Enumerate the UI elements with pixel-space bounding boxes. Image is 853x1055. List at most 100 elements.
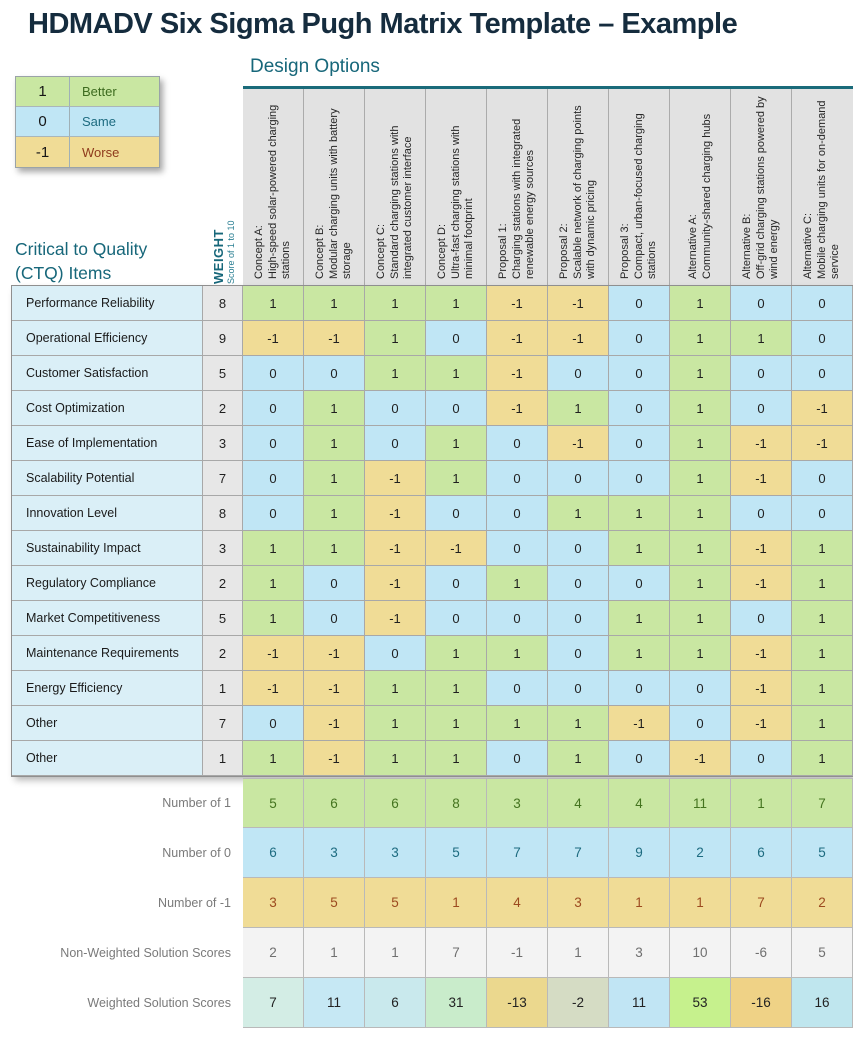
ctq-label-cell[interactable]: Scalability Potential bbox=[12, 461, 203, 496]
matrix-cell[interactable]: -1 bbox=[365, 531, 426, 566]
matrix-cell[interactable]: 0 bbox=[609, 356, 670, 391]
ctq-label-cell[interactable]: Innovation Level bbox=[12, 496, 203, 531]
matrix-cell[interactable]: 0 bbox=[731, 601, 792, 636]
matrix-cell[interactable]: -1 bbox=[487, 391, 548, 426]
matrix-cell[interactable]: -1 bbox=[609, 706, 670, 741]
matrix-cell[interactable]: -1 bbox=[304, 671, 365, 706]
matrix-cell[interactable]: 0 bbox=[609, 461, 670, 496]
matrix-cell[interactable]: 1 bbox=[243, 286, 304, 321]
matrix-cell[interactable]: 0 bbox=[609, 286, 670, 321]
ctq-label-cell[interactable]: Energy Efficiency bbox=[12, 671, 203, 706]
matrix-cell[interactable]: 1 bbox=[304, 531, 365, 566]
matrix-cell[interactable]: 1 bbox=[670, 356, 731, 391]
matrix-cell[interactable]: 1 bbox=[243, 741, 304, 776]
matrix-cell[interactable]: 0 bbox=[243, 356, 304, 391]
matrix-cell[interactable]: 1 bbox=[426, 461, 487, 496]
ctq-label-cell[interactable]: Other bbox=[12, 741, 203, 776]
matrix-cell[interactable]: 0 bbox=[609, 566, 670, 601]
matrix-cell[interactable]: 1 bbox=[426, 706, 487, 741]
matrix-cell[interactable]: 1 bbox=[548, 391, 609, 426]
matrix-cell[interactable]: 0 bbox=[426, 321, 487, 356]
matrix-cell[interactable]: 1 bbox=[365, 356, 426, 391]
matrix-cell[interactable]: -1 bbox=[731, 426, 792, 461]
weight-cell[interactable]: 8 bbox=[203, 286, 243, 321]
matrix-cell[interactable]: 0 bbox=[731, 496, 792, 531]
matrix-cell[interactable]: -1 bbox=[731, 671, 792, 706]
matrix-cell[interactable]: 0 bbox=[548, 356, 609, 391]
matrix-cell[interactable]: 1 bbox=[609, 496, 670, 531]
matrix-cell[interactable]: 0 bbox=[426, 601, 487, 636]
matrix-cell[interactable]: -1 bbox=[731, 531, 792, 566]
matrix-cell[interactable]: 1 bbox=[426, 426, 487, 461]
matrix-cell[interactable]: 1 bbox=[304, 391, 365, 426]
matrix-cell[interactable]: 0 bbox=[243, 391, 304, 426]
matrix-cell[interactable]: 1 bbox=[670, 286, 731, 321]
matrix-cell[interactable]: 1 bbox=[426, 671, 487, 706]
matrix-cell[interactable]: 1 bbox=[365, 741, 426, 776]
weight-cell[interactable]: 2 bbox=[203, 636, 243, 671]
matrix-cell[interactable]: -1 bbox=[365, 461, 426, 496]
matrix-cell[interactable]: 0 bbox=[487, 741, 548, 776]
matrix-cell[interactable]: 0 bbox=[243, 426, 304, 461]
matrix-cell[interactable]: 1 bbox=[243, 566, 304, 601]
matrix-cell[interactable]: 0 bbox=[792, 321, 853, 356]
matrix-cell[interactable]: 1 bbox=[670, 601, 731, 636]
matrix-cell[interactable]: 0 bbox=[731, 356, 792, 391]
weight-cell[interactable]: 7 bbox=[203, 706, 243, 741]
matrix-cell[interactable]: 0 bbox=[670, 706, 731, 741]
matrix-cell[interactable]: 1 bbox=[487, 706, 548, 741]
matrix-cell[interactable]: 1 bbox=[792, 601, 853, 636]
matrix-cell[interactable]: 1 bbox=[487, 566, 548, 601]
matrix-cell[interactable]: -1 bbox=[548, 286, 609, 321]
matrix-cell[interactable]: -1 bbox=[304, 636, 365, 671]
matrix-cell[interactable]: 0 bbox=[548, 601, 609, 636]
matrix-cell[interactable]: -1 bbox=[243, 321, 304, 356]
matrix-cell[interactable]: 1 bbox=[243, 531, 304, 566]
matrix-cell[interactable]: 0 bbox=[487, 461, 548, 496]
matrix-cell[interactable]: 1 bbox=[304, 286, 365, 321]
ctq-label-cell[interactable]: Cost Optimization bbox=[12, 391, 203, 426]
matrix-cell[interactable]: 0 bbox=[487, 496, 548, 531]
matrix-cell[interactable]: 0 bbox=[426, 496, 487, 531]
matrix-cell[interactable]: -1 bbox=[670, 741, 731, 776]
matrix-cell[interactable]: 1 bbox=[548, 706, 609, 741]
matrix-cell[interactable]: 0 bbox=[426, 566, 487, 601]
matrix-cell[interactable]: 1 bbox=[365, 321, 426, 356]
matrix-cell[interactable]: 1 bbox=[670, 566, 731, 601]
matrix-cell[interactable]: 0 bbox=[731, 741, 792, 776]
matrix-cell[interactable]: -1 bbox=[487, 321, 548, 356]
matrix-cell[interactable]: 0 bbox=[304, 601, 365, 636]
matrix-cell[interactable]: 1 bbox=[365, 286, 426, 321]
matrix-cell[interactable]: 1 bbox=[670, 461, 731, 496]
matrix-cell[interactable]: 1 bbox=[365, 671, 426, 706]
matrix-cell[interactable]: -1 bbox=[304, 321, 365, 356]
matrix-cell[interactable]: 0 bbox=[548, 671, 609, 706]
weight-cell[interactable]: 5 bbox=[203, 601, 243, 636]
matrix-cell[interactable]: 1 bbox=[670, 636, 731, 671]
matrix-cell[interactable]: 0 bbox=[487, 601, 548, 636]
matrix-cell[interactable]: 0 bbox=[365, 391, 426, 426]
matrix-cell[interactable]: 1 bbox=[548, 496, 609, 531]
weight-cell[interactable]: 8 bbox=[203, 496, 243, 531]
matrix-cell[interactable]: 0 bbox=[609, 741, 670, 776]
matrix-cell[interactable]: 1 bbox=[548, 741, 609, 776]
matrix-cell[interactable]: 0 bbox=[609, 426, 670, 461]
ctq-label-cell[interactable]: Ease of Implementation bbox=[12, 426, 203, 461]
matrix-cell[interactable]: 1 bbox=[670, 321, 731, 356]
matrix-cell[interactable]: 1 bbox=[304, 426, 365, 461]
matrix-cell[interactable]: 0 bbox=[243, 496, 304, 531]
matrix-cell[interactable]: 1 bbox=[304, 461, 365, 496]
matrix-cell[interactable]: 0 bbox=[243, 461, 304, 496]
matrix-cell[interactable]: 0 bbox=[792, 461, 853, 496]
matrix-cell[interactable]: -1 bbox=[304, 741, 365, 776]
weight-cell[interactable]: 7 bbox=[203, 461, 243, 496]
matrix-cell[interactable]: 1 bbox=[792, 531, 853, 566]
matrix-cell[interactable]: 1 bbox=[792, 636, 853, 671]
ctq-label-cell[interactable]: Maintenance Requirements bbox=[12, 636, 203, 671]
matrix-cell[interactable]: -1 bbox=[243, 671, 304, 706]
matrix-cell[interactable]: 1 bbox=[792, 706, 853, 741]
matrix-cell[interactable]: 1 bbox=[365, 706, 426, 741]
ctq-label-cell[interactable]: Performance Reliability bbox=[12, 286, 203, 321]
matrix-cell[interactable]: 1 bbox=[792, 671, 853, 706]
matrix-cell[interactable]: 0 bbox=[426, 391, 487, 426]
